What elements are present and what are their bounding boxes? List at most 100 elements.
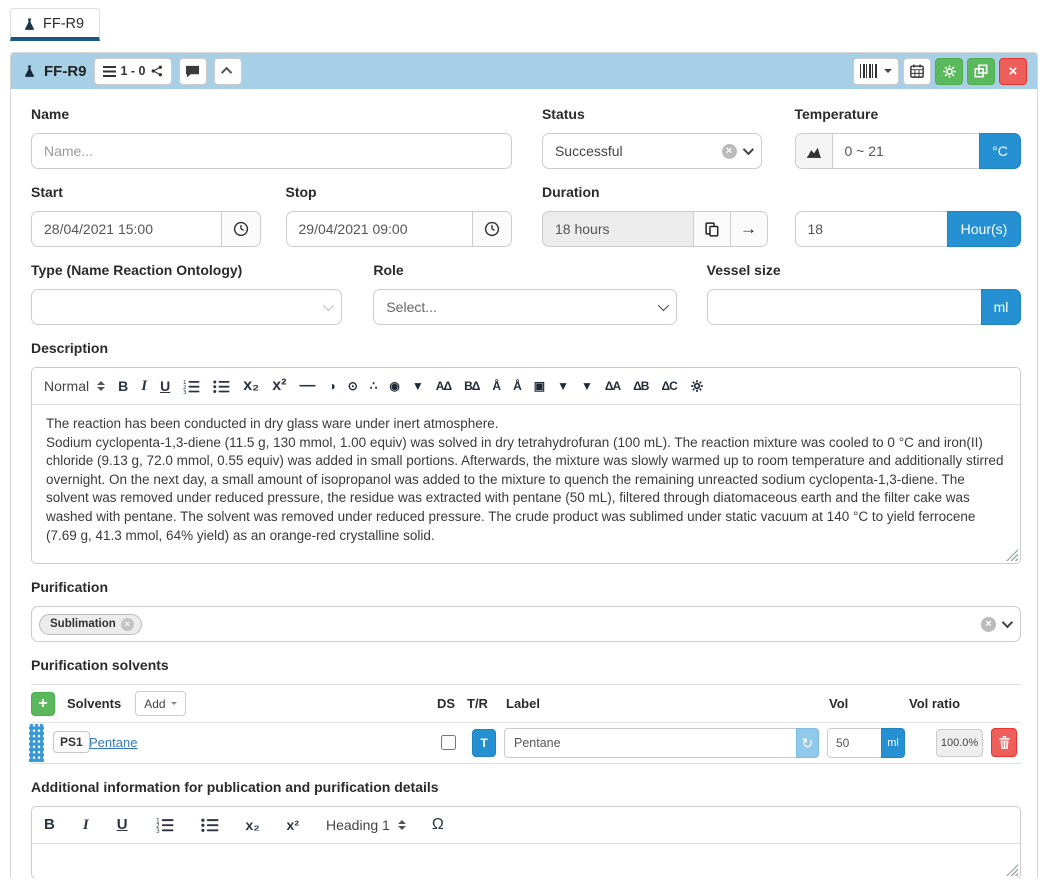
- figure-a-icon[interactable]: Å: [492, 379, 501, 393]
- subscript-button[interactable]: x₂: [245, 817, 260, 833]
- start-input[interactable]: [31, 211, 222, 247]
- funnel-p-icon[interactable]: ▼: [411, 379, 424, 393]
- vessel-size-input[interactable]: [706, 289, 982, 325]
- barcode-dropdown-button[interactable]: [853, 57, 899, 85]
- calendar-button[interactable]: [903, 57, 931, 85]
- chemistry-icon-group: ◑ ⊙ ∴ ◉ ▼ AΔ BΔ Å Å ▣ ▼ ▼ ΔA ΔB ΔC: [328, 379, 677, 393]
- superscript-button[interactable]: x²: [286, 817, 299, 833]
- panel-body: Name Status Successful × Temperature: [11, 89, 1037, 878]
- omega-button[interactable]: Ω: [431, 816, 444, 833]
- add-dropdown-button[interactable]: Add: [135, 691, 186, 716]
- solvents-header: + Solvents Add DS T/R Label Vol Vol rati…: [31, 685, 1021, 723]
- collapse-button[interactable]: [213, 57, 242, 85]
- half-circle-icon[interactable]: ◑: [328, 379, 335, 393]
- copy-icon: [974, 64, 988, 78]
- duration-unit-button[interactable]: Hour(s): [947, 211, 1021, 247]
- status-label: Status: [541, 106, 585, 122]
- heading-picker[interactable]: Heading 1: [326, 817, 406, 833]
- drop-icon[interactable]: ⊙: [347, 379, 358, 393]
- solvent-code-badge: PS1: [53, 731, 90, 753]
- list-icon: [102, 65, 116, 77]
- gears-icon: [942, 64, 956, 78]
- remove-tag-icon[interactable]: ×: [120, 617, 134, 631]
- flask-tb-icon[interactable]: ΔB: [633, 379, 649, 393]
- type-select[interactable]: [31, 289, 343, 325]
- ds-checkbox[interactable]: [441, 735, 456, 750]
- duration-value-input[interactable]: [794, 211, 948, 247]
- panel-title: FF-R9: [23, 63, 87, 80]
- vessel-unit-button[interactable]: ml: [981, 289, 1021, 325]
- clone-button[interactable]: [967, 57, 995, 85]
- funnel-in-icon[interactable]: ▼: [557, 379, 569, 393]
- solvent-vol-group: ml: [827, 728, 905, 758]
- heading-right-cluster: ×: [853, 57, 1027, 85]
- arrow-right-icon: →: [740, 219, 757, 238]
- svg-text:3: 3: [183, 390, 187, 394]
- area-chart-icon: [806, 147, 821, 158]
- role-select[interactable]: Select...: [373, 289, 677, 325]
- note-box-icon[interactable]: ▣: [533, 379, 545, 393]
- start-now-button[interactable]: [220, 211, 261, 247]
- format-picker[interactable]: Normal: [44, 378, 106, 394]
- temperature-unit-button[interactable]: °C: [979, 133, 1022, 169]
- description-text[interactable]: The reaction has been conducted in dry g…: [32, 405, 1020, 563]
- duration-transfer-button[interactable]: →: [729, 211, 768, 247]
- chevron-down-icon: [742, 143, 754, 156]
- underline-button[interactable]: U: [116, 816, 128, 833]
- underline-button[interactable]: U: [160, 378, 171, 394]
- add-solvent-button[interactable]: +: [31, 691, 55, 716]
- tab-label: FF-R9: [43, 16, 85, 32]
- name-input[interactable]: [31, 133, 512, 169]
- tab-reaction-ff-r9[interactable]: FF-R9: [10, 8, 101, 41]
- italic-button[interactable]: I: [82, 817, 89, 833]
- picker-arrows-icon: [397, 820, 406, 830]
- target-reality-toggle[interactable]: T: [472, 729, 496, 757]
- horizontal-rule-button[interactable]: —: [299, 377, 316, 394]
- delete-solvent-button[interactable]: [991, 728, 1017, 757]
- paste-icon: [704, 221, 718, 237]
- superscript-button[interactable]: x²: [272, 377, 287, 394]
- flask-ta-icon[interactable]: ΔA: [604, 379, 621, 393]
- figure-b-icon[interactable]: Å: [513, 379, 522, 393]
- temperature-input[interactable]: [831, 133, 981, 169]
- refresh-button[interactable]: ↻: [795, 728, 819, 758]
- molecule-dots-icon[interactable]: ∴: [369, 379, 378, 393]
- pagination-share-button[interactable]: 1 - 0: [93, 57, 172, 85]
- flask-b-icon[interactable]: BΔ: [464, 379, 480, 393]
- target-circle-icon[interactable]: ◉: [389, 379, 400, 393]
- bullet-list-button[interactable]: [200, 817, 219, 833]
- solvent-link[interactable]: Pentane: [89, 735, 138, 750]
- flask-icon: [25, 18, 34, 30]
- clear-icon[interactable]: ×: [981, 616, 996, 632]
- drag-handle[interactable]: [29, 724, 44, 762]
- bold-button[interactable]: B: [118, 378, 129, 394]
- panel-heading: FF-R9 1 - 0: [11, 53, 1037, 89]
- purification-select[interactable]: Sublimation × ×: [31, 606, 1021, 642]
- flask-tc-icon[interactable]: ΔC: [661, 379, 677, 393]
- funnel-out-icon[interactable]: ▼: [580, 379, 593, 393]
- stop-input[interactable]: [285, 211, 473, 247]
- gear-icon[interactable]: [690, 379, 704, 393]
- clear-icon[interactable]: ×: [721, 143, 737, 159]
- close-button[interactable]: ×: [999, 57, 1027, 85]
- duration-copy-button[interactable]: [692, 211, 731, 247]
- comments-button[interactable]: [178, 57, 207, 85]
- calendar-icon: [910, 64, 924, 78]
- stop-now-button[interactable]: [472, 211, 512, 247]
- vol-input[interactable]: [827, 728, 882, 758]
- flask-a-icon[interactable]: AΔ: [435, 379, 452, 393]
- solvent-label-input[interactable]: [504, 728, 797, 758]
- additional-text[interactable]: [32, 844, 1020, 878]
- status-select[interactable]: Successful ×: [541, 133, 762, 169]
- bold-button[interactable]: B: [44, 816, 55, 833]
- temperature-chart-button[interactable]: [794, 133, 833, 169]
- subscript-button[interactable]: x₂: [243, 377, 260, 394]
- italic-button[interactable]: I: [141, 378, 148, 394]
- bullet-list-button[interactable]: [213, 379, 230, 394]
- green-gears-button[interactable]: [935, 57, 963, 85]
